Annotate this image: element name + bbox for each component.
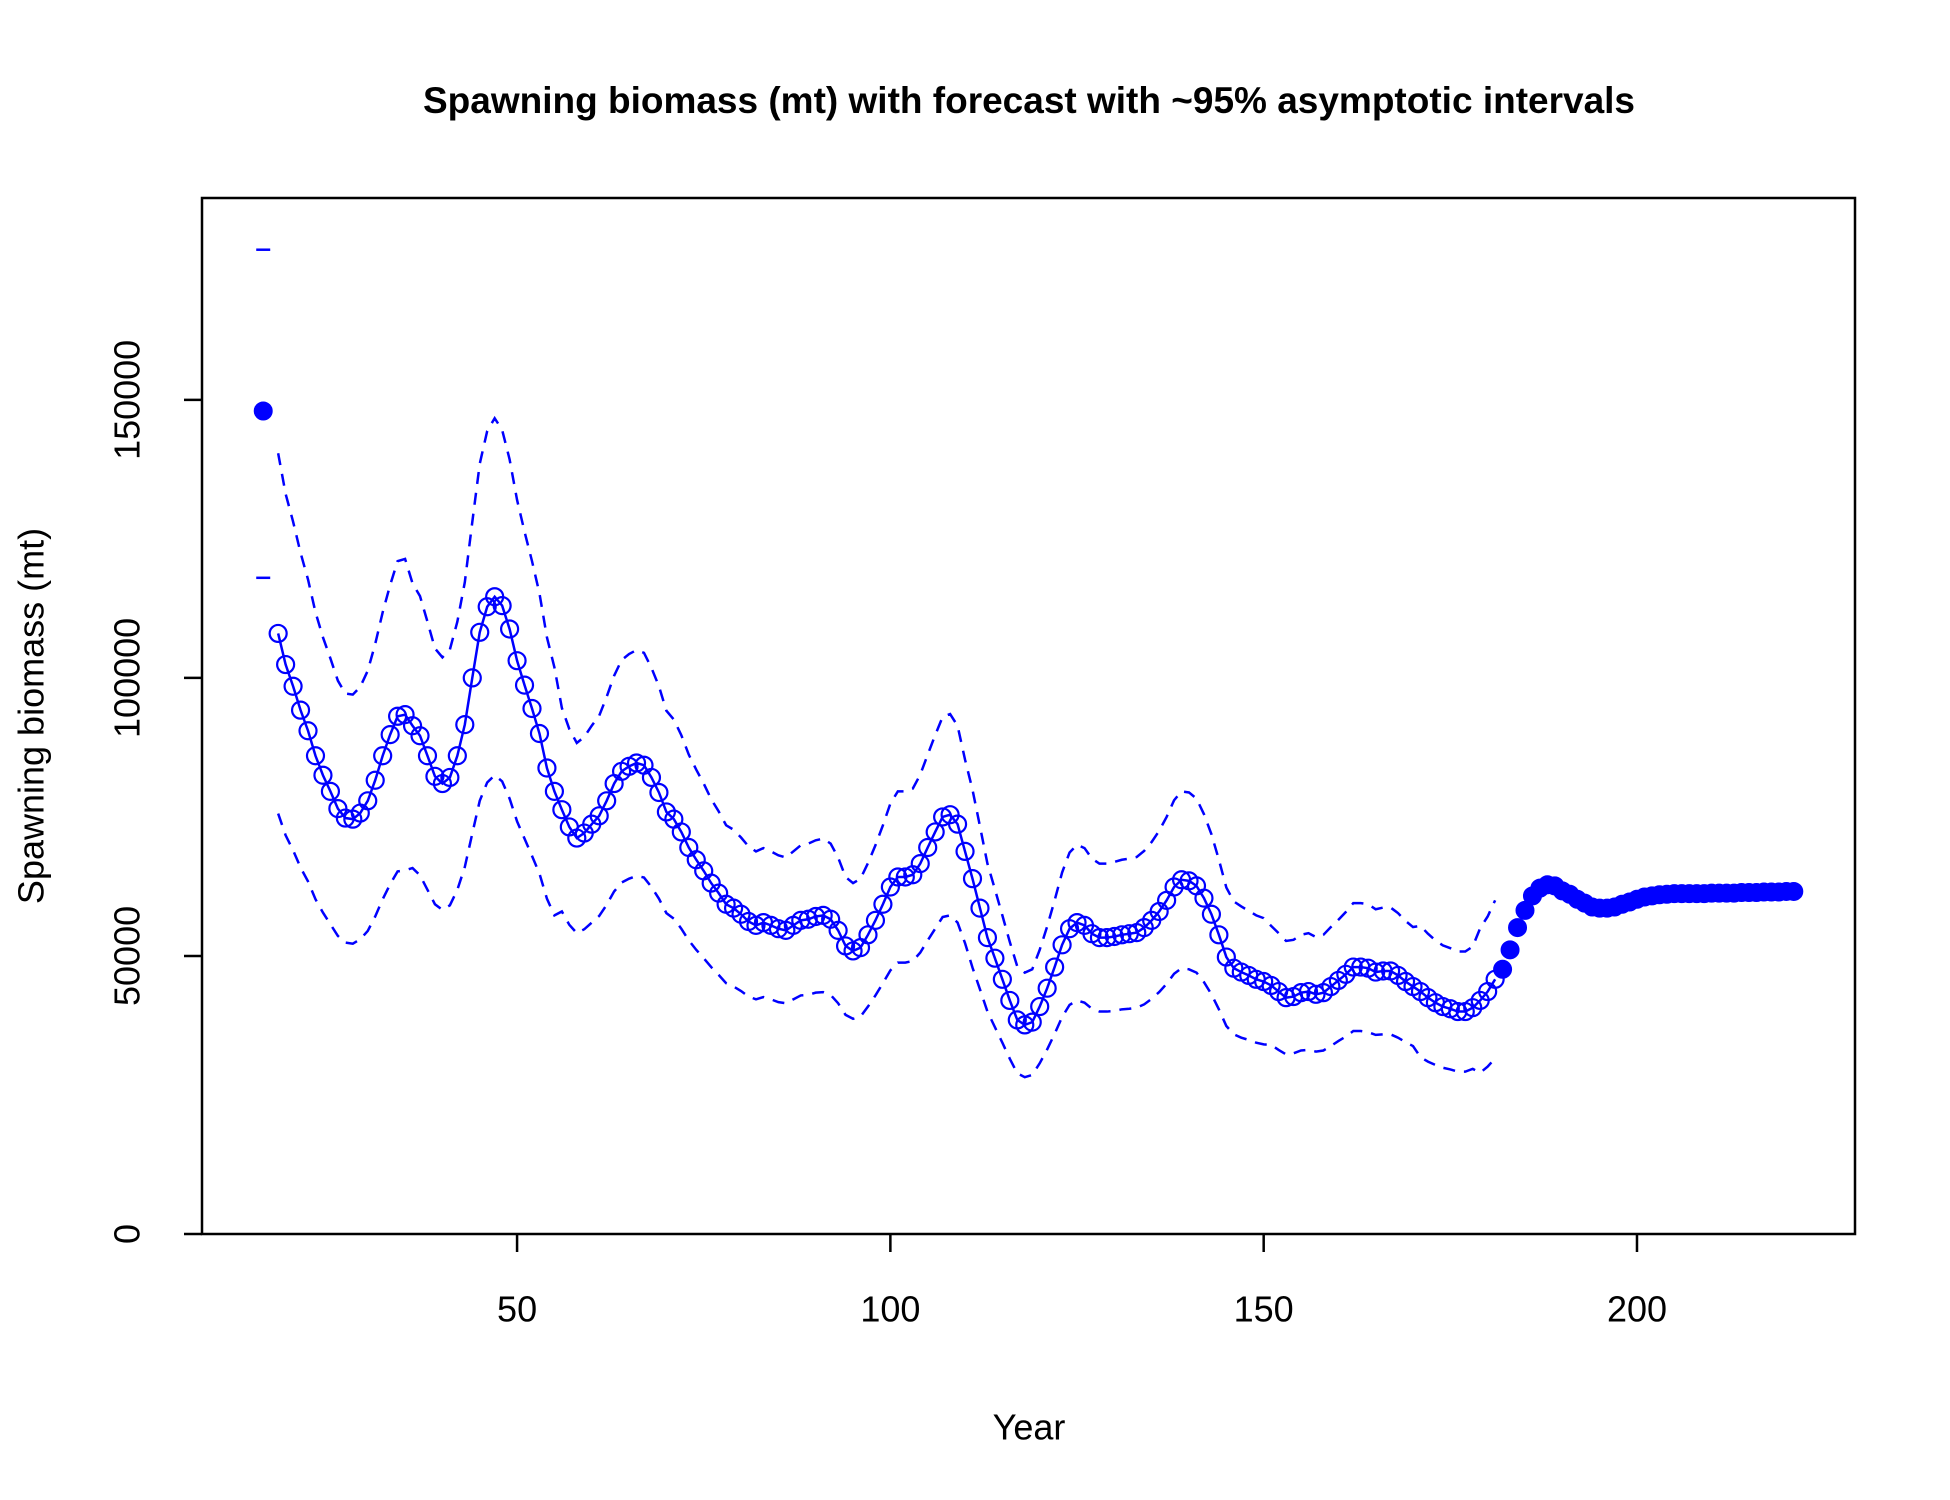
point-open [544,781,565,801]
point-open [447,746,467,766]
point-open [977,928,998,948]
point-open [1030,996,1050,1017]
point-open [918,837,938,858]
point-open [492,596,512,616]
x-axis-label: Year [993,1407,1066,1448]
chart-title: Spawning biomass (mt) with forecast with… [423,80,1635,121]
point-open [358,791,378,811]
point-open [522,698,542,719]
point-open [1343,957,1363,977]
point-open [470,622,490,642]
point-open [529,723,550,744]
point-open [365,770,385,790]
point-open [910,854,930,874]
point-open [985,948,1005,968]
point-open [641,767,662,788]
point-open [597,791,617,811]
y-tick-label: 150000 [107,340,148,460]
point-open [417,746,438,766]
point-open [290,700,311,720]
x-tick-label: 150 [1234,1289,1294,1330]
point-open [388,706,408,726]
point-open [806,906,826,927]
x-tick-label: 50 [497,1289,537,1330]
point-open [320,781,341,801]
point-open [305,746,326,766]
point-open [276,654,296,675]
point-open [671,822,691,842]
point-open [455,715,475,735]
point-open [1037,978,1057,998]
interval-upper [276,415,1497,975]
point-open [970,898,990,918]
point-open [410,726,430,746]
point-open [440,767,460,788]
point-open [500,619,520,639]
point-filled [1500,940,1520,960]
point-open [888,867,908,887]
y-tick-label: 0 [107,1224,148,1244]
point-open [1112,925,1132,945]
point-open [1097,928,1117,948]
point-filled [1508,918,1528,938]
point-open [992,969,1012,989]
point-open [298,721,318,741]
point-open [1209,925,1229,945]
point-open [925,822,945,842]
point-open [828,920,848,940]
point-open [589,806,609,826]
point-open [1104,926,1124,947]
point-open [1000,990,1020,1011]
point-open [552,800,572,820]
point-open [313,765,333,785]
point-open [649,782,669,803]
point-open [626,753,647,773]
point-open [933,807,953,827]
point-open [1201,904,1222,924]
point-open [947,814,968,834]
point-open [268,623,288,644]
y-axis-label: Spawning biomass (mt) [11,528,52,904]
point-open [462,668,482,688]
y-tick-label: 50000 [107,906,148,1006]
point-open [895,867,915,887]
point-open [514,675,535,695]
point-filled [1493,959,1513,979]
point-open [507,651,527,671]
interval-lower [276,773,1497,1079]
point-open [1052,935,1072,955]
point-open [380,725,400,745]
point-open [537,758,557,778]
point-open [1366,962,1386,982]
y-tick-label: 100000 [107,618,148,738]
x-tick-label: 100 [860,1289,920,1330]
point-open [1089,928,1110,948]
point-open [1022,1012,1042,1032]
point-open [962,869,983,889]
point-filled [1784,881,1804,901]
point-open [1306,984,1326,1004]
point-open [1045,957,1065,977]
point-open [1194,888,1214,908]
point-open [373,746,393,766]
point-open [955,841,975,862]
point-open [768,919,788,939]
point-open [283,676,303,696]
point-open [1291,983,1311,1003]
x-tick-label: 200 [1607,1289,1667,1330]
point-filled [253,401,273,421]
point-open [873,894,893,914]
plot-frame [200,196,1857,1236]
point-open [865,910,886,930]
